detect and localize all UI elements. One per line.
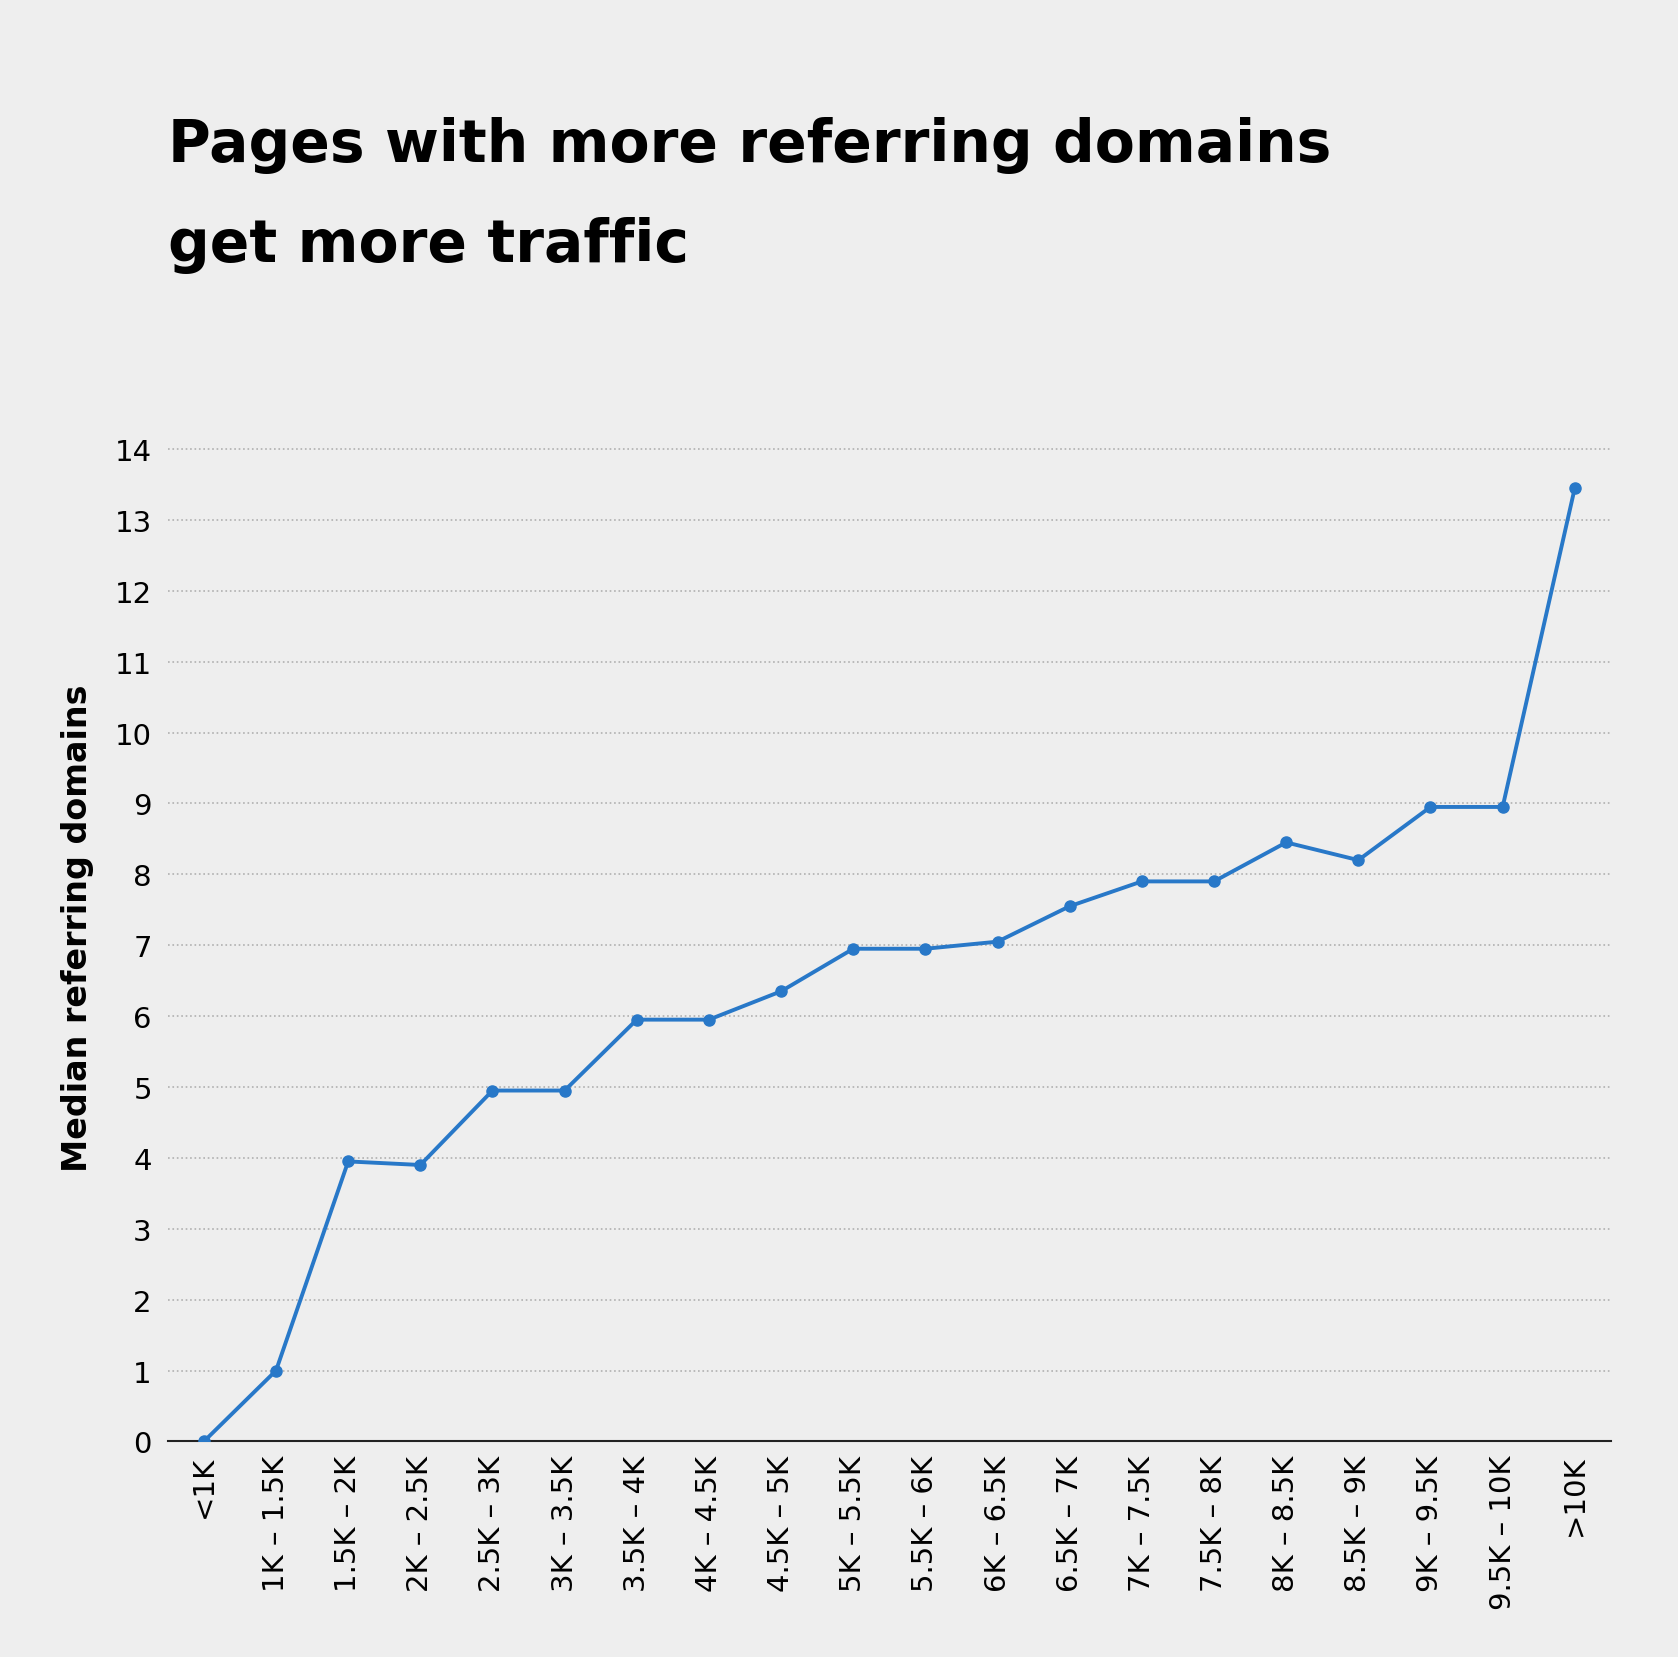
Text: get more traffic: get more traffic bbox=[168, 217, 688, 273]
Text: Pages with more referring domains: Pages with more referring domains bbox=[168, 118, 1331, 174]
Y-axis label: Median referring domains: Median referring domains bbox=[60, 684, 94, 1171]
